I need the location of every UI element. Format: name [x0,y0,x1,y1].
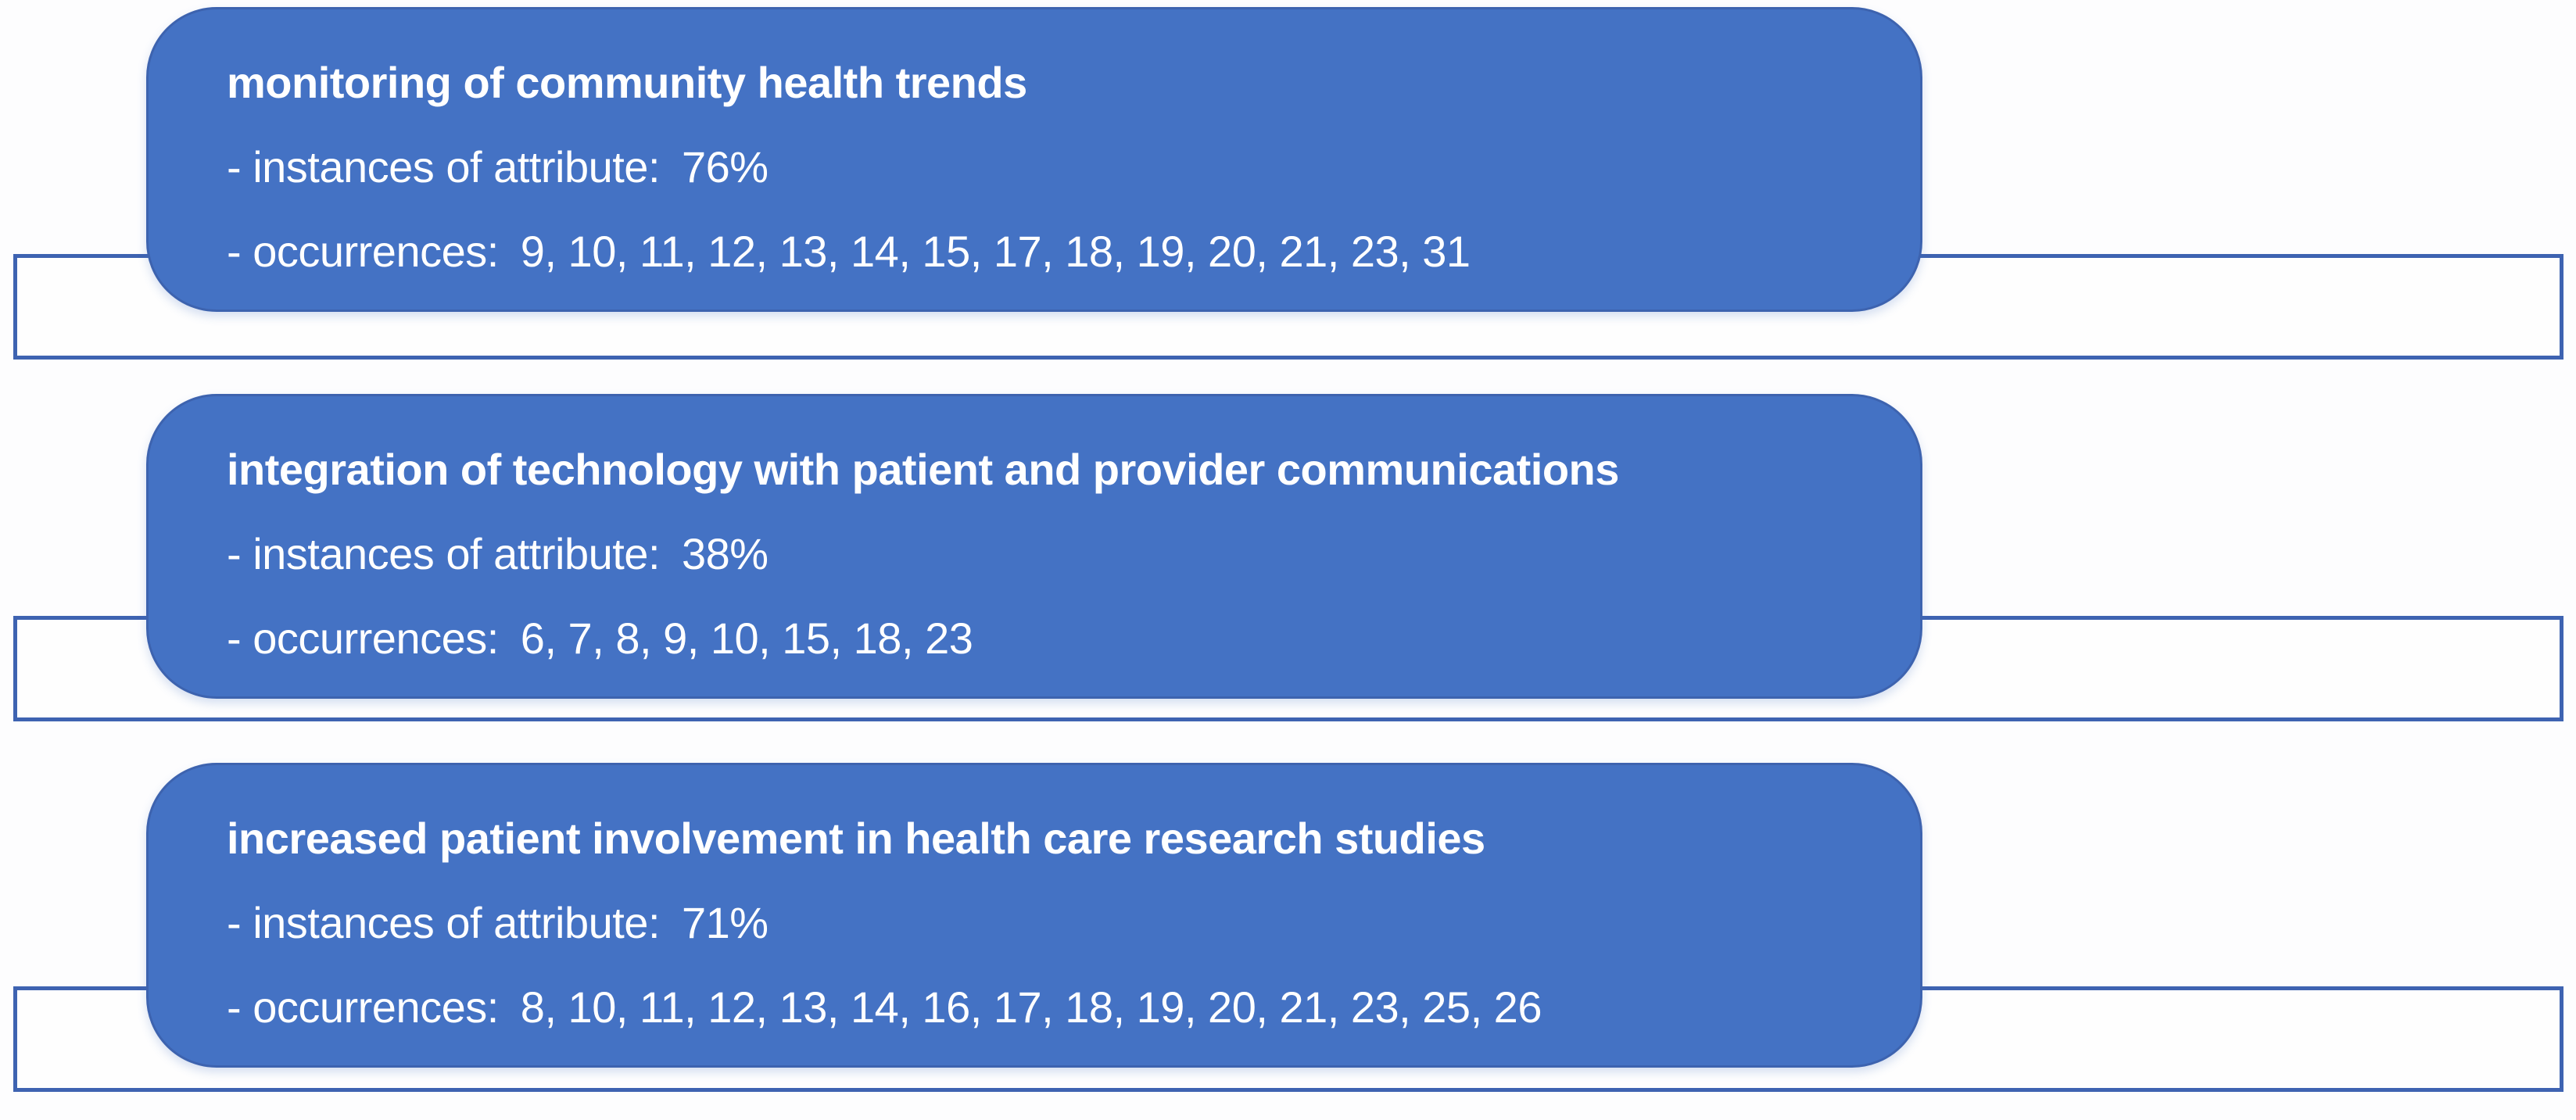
occurrences-label: - occurrences: [227,614,499,663]
instances-line: - instances of attribute: 71% [227,881,1873,965]
attribute-card-2: integration of technology with patient a… [146,394,1922,699]
instances-label: - instances of attribute: [227,529,661,578]
instances-value: 76% [682,142,769,191]
instances-label: - instances of attribute: [227,142,661,191]
instances-line: - instances of attribute: 76% [227,125,1873,209]
occurrences-label: - occurrences: [227,982,499,1032]
card-title: monitoring of community health trends [227,58,1027,107]
occurrences-line: - occurrences: 6, 7, 8, 9, 10, 15, 18, 2… [227,596,1873,681]
occurrences-label: - occurrences: [227,227,499,276]
occurrences-line: - occurrences: 9, 10, 11, 12, 13, 14, 15… [227,209,1873,294]
instances-line: - instances of attribute: 38% [227,512,1873,596]
attribute-card-1: monitoring of community health trends - … [146,7,1922,312]
instances-label: - instances of attribute: [227,898,661,947]
instances-value: 71% [682,898,769,947]
occurrences-line: - occurrences: 8, 10, 11, 12, 13, 14, 16… [227,965,1873,1050]
card-title: integration of technology with patient a… [227,445,1619,494]
attribute-card-3: increased patient involvement in health … [146,763,1922,1068]
card-title: increased patient involvement in health … [227,814,1485,863]
occurrences-values: 8, 10, 11, 12, 13, 14, 16, 17, 18, 19, 2… [520,982,1542,1032]
instances-value: 38% [682,529,769,578]
occurrences-values: 6, 7, 8, 9, 10, 15, 18, 23 [520,614,973,663]
occurrences-values: 9, 10, 11, 12, 13, 14, 15, 17, 18, 19, 2… [520,227,1471,276]
